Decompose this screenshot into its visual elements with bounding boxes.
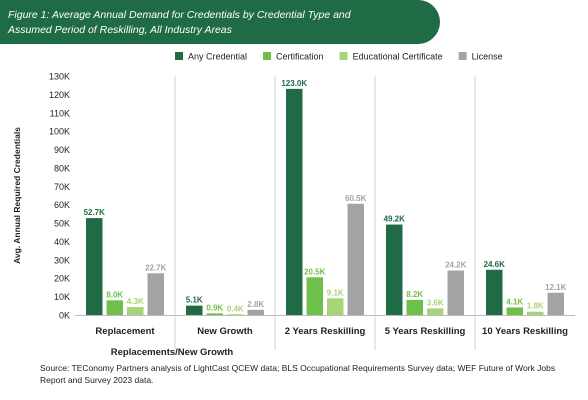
bar-0-1 [186,305,203,315]
bar-0-2 [286,88,303,315]
bar-1-3 [406,299,423,315]
data-label: 4.1K [506,297,523,306]
figure-title-line-2: Assumed Period of Reskilling, All Indust… [8,24,232,36]
data-label: 24.6K [484,260,506,269]
bar-chart: Any Credential Certification Educational C… [12,52,575,358]
data-label: 49.2K [384,215,406,224]
legend-swatch-1 [263,52,272,60]
legend-label-1: Certification [276,52,324,62]
bar-2-1 [227,314,244,315]
data-label: 24.2K [445,261,467,270]
legend-label-3: License [472,52,503,62]
x-tick-label: 2 Years Reskilling [285,326,366,337]
data-label: 60.5K [345,194,367,203]
bar-1-0 [106,300,123,315]
bar-0-0 [86,218,103,315]
x-tick-label: Replacement [95,326,155,337]
x-tick-label: New Growth [197,326,253,337]
bar-3-0 [147,273,164,315]
data-label: 8.0K [106,290,123,299]
y-tick-label: 100K [49,127,70,137]
y-tick-label: 0K [59,311,70,321]
bar-2-0 [127,307,144,315]
bar-0-3 [386,224,403,315]
data-label: 12.1K [545,283,567,292]
bar-0-4 [486,269,503,315]
y-tick-label: 50K [54,219,70,229]
source-note: Source: TEConomy Partners analysis of Li… [40,363,556,385]
x-tick-label: 10 Years Reskilling [482,326,568,337]
legend-label-2: Educational Certificate [353,52,443,62]
bar-3-2 [347,203,364,315]
bar-2-3 [427,308,444,315]
bar-3-1 [247,309,264,315]
bar-2-4 [527,311,544,315]
y-tick-label: 30K [54,255,70,265]
bar-1-1 [206,313,223,315]
data-label: 52.7K [84,208,106,217]
data-label: 20.5K [304,267,326,276]
legend-swatch-2 [339,52,348,60]
y-tick-label: 90K [54,145,70,155]
y-tick-label: 10K [54,292,70,302]
data-label: 22.7K [145,263,167,272]
bar-1-4 [506,307,523,315]
bar-1-2 [306,277,323,315]
y-tick-label: 40K [54,237,70,247]
data-label: 0.4K [227,304,244,313]
y-axis-title: Avg. Annual Required Credentials [12,127,22,264]
data-label: 4.3K [127,297,144,306]
y-tick-label: 80K [54,163,70,173]
bar-2-2 [327,298,344,315]
legend-swatch-3 [458,52,467,60]
data-label: 2.8K [247,300,264,309]
data-label: 3.6K [427,298,444,307]
y-tick-label: 20K [54,274,70,284]
data-label: 9.1K [327,288,344,297]
y-tick-label: 120K [49,90,70,100]
figure-title-line-1: Figure 1: Average Annual Demand for Cred… [8,9,351,21]
data-label: 8.2K [406,290,423,299]
figure-title-banner: Figure 1: Average Annual Demand for Cred… [0,0,440,44]
x-axis-title: Replacements/New Growth [111,347,234,358]
bar-3-4 [547,292,564,315]
y-tick-label: 70K [54,182,70,192]
legend-label-0: Any Credential [188,52,247,62]
data-label: 5.1K [186,296,203,305]
x-tick-label: 5 Years Reskilling [385,326,466,337]
data-label: 0.9K [206,303,223,312]
y-tick-label: 110K [50,108,70,118]
data-label: 123.0K [281,79,307,88]
y-tick-label: 60K [54,200,70,210]
y-tick-label: 130K [49,72,70,82]
legend-swatch-0 [175,52,183,60]
data-label: 1.8K [527,302,544,311]
bar-3-3 [447,270,464,315]
